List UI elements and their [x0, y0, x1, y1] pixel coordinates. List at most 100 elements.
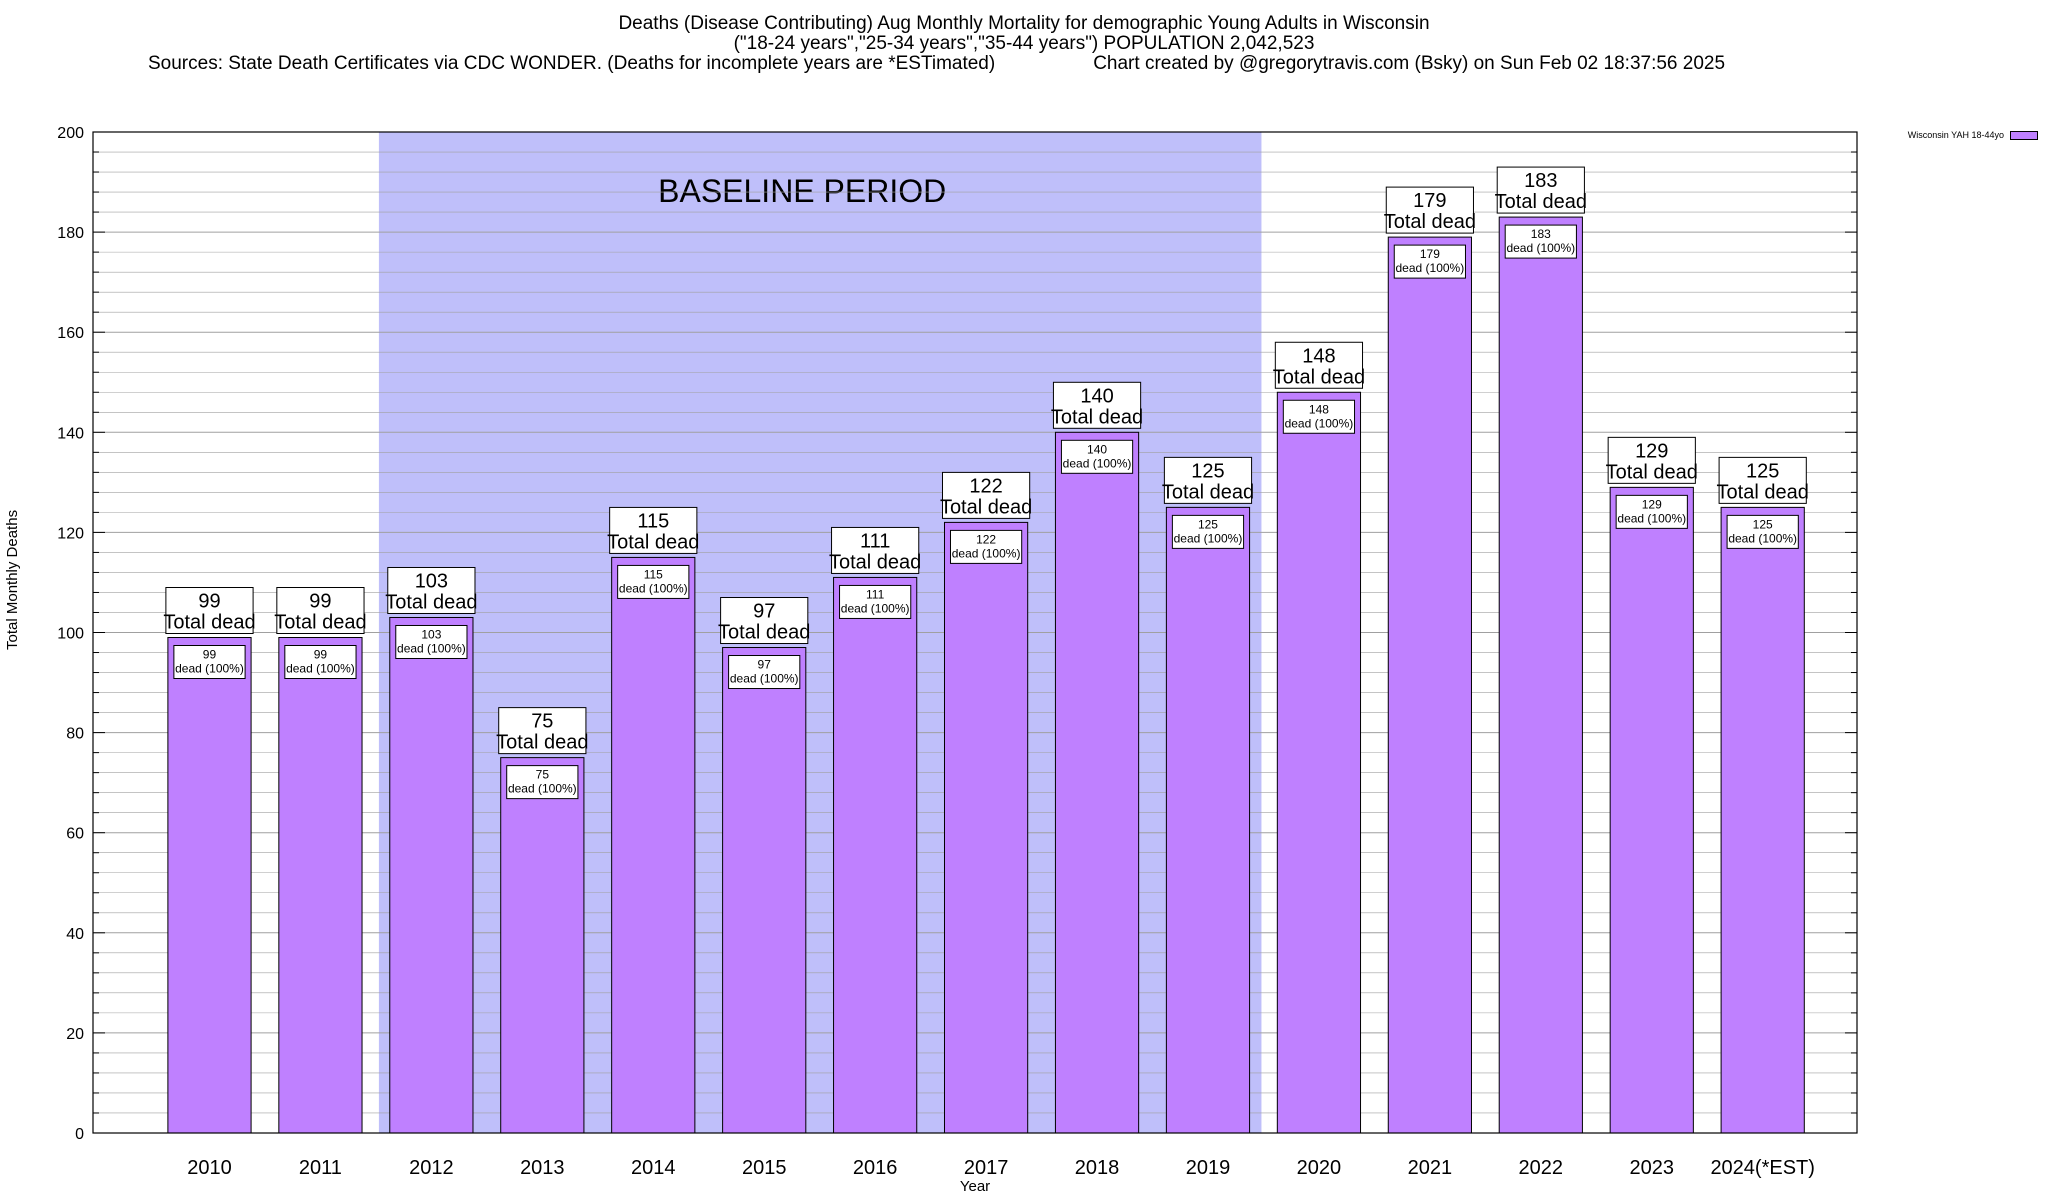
- bar-inner-label: dead (100%): [508, 782, 577, 796]
- legend: Wisconsin YAH 18-44yo: [1908, 130, 2038, 140]
- bar-total-label-box: [1496, 166, 1585, 214]
- bar: [1165, 506, 1251, 1134]
- bar-inner-label-box: [1060, 439, 1134, 474]
- bar-total-value: 148: [1302, 345, 1335, 367]
- bar: [278, 637, 363, 1134]
- y-tick-label: 120: [57, 525, 84, 542]
- bar-total-value: 129: [1635, 440, 1668, 462]
- bar-total-label: Total dead: [1384, 211, 1476, 233]
- bar-total-value: 99: [198, 591, 220, 613]
- bar-total-value: 183: [1524, 170, 1557, 192]
- y-tick-label: 20: [66, 1026, 84, 1043]
- bar-inner-label: dead (100%): [397, 641, 466, 655]
- bar-inner-label-box: [1615, 494, 1688, 529]
- bar-inner-value: 125: [1753, 517, 1773, 531]
- bar-total-label-box: [1052, 381, 1142, 429]
- x-tick-label: 2017: [964, 1157, 1009, 1179]
- bar-total-value: 115: [637, 510, 669, 532]
- bar-total-label: Total dead: [1051, 406, 1143, 428]
- x-tick-label: 2022: [1519, 1157, 1564, 1179]
- bar-total-label: Total dead: [940, 496, 1032, 518]
- bar-total-value: 140: [1080, 385, 1113, 407]
- x-tick-label: 2012: [409, 1157, 454, 1179]
- y-tick-label: 80: [66, 726, 84, 743]
- bar-inner-value: 75: [536, 768, 550, 782]
- bar-inner-label: dead (100%): [1396, 261, 1465, 275]
- y-tick-label: 200: [57, 125, 84, 142]
- bar-inner-label: dead (100%): [1617, 511, 1686, 525]
- bar-inner-label: dead (100%): [841, 601, 910, 615]
- x-axis-label: Year: [959, 1178, 991, 1195]
- bar-total-label: Total dead: [1273, 366, 1365, 388]
- bar-inner-label-box: [1726, 514, 1799, 549]
- y-tick-label: 40: [66, 926, 84, 943]
- y-tick-label: 160: [57, 325, 84, 342]
- bar-total-label: Total dead: [1495, 191, 1587, 213]
- bar-inner-label: dead (100%): [1728, 531, 1797, 545]
- bar-inner-value: 97: [758, 658, 772, 672]
- chart-subtitle: ("18-24 years","25-34 years","35-44 year…: [733, 33, 1315, 54]
- bar-inner-label-box: [395, 624, 468, 659]
- x-tick-label: 2015: [742, 1157, 787, 1179]
- x-tick-label: 2010: [187, 1157, 232, 1179]
- bar: [611, 556, 696, 1134]
- bar-inner-value: 183: [1531, 227, 1551, 241]
- chart-title-block: Deaths (Disease Contributing) Aug Monthl…: [0, 14, 2048, 74]
- y-tick-label: 100: [57, 626, 84, 643]
- bar-inner-label: dead (100%): [619, 581, 688, 595]
- bar-inner-label-box: [1504, 224, 1577, 259]
- bar-inner-label: dead (100%): [952, 546, 1021, 560]
- bar-total-value: 75: [531, 711, 553, 733]
- bar-total-label-box: [831, 526, 920, 574]
- bar-total-label-box: [165, 587, 254, 635]
- bar: [1054, 431, 1140, 1134]
- bar-total-value: 125: [1746, 460, 1779, 482]
- bar-inner-label: dead (100%): [730, 672, 799, 686]
- bar-total-value: 97: [753, 601, 775, 623]
- bar-inner-value: 148: [1309, 402, 1329, 416]
- bar: [1720, 506, 1805, 1134]
- bar-total-value: 122: [969, 475, 1002, 497]
- bar-total-label-box: [1385, 186, 1474, 234]
- bar: [833, 576, 918, 1134]
- bar-total-label-box: [941, 471, 1031, 519]
- legend-swatch: [2010, 130, 2038, 140]
- bar-total-label: Total dead: [607, 531, 699, 553]
- bar-inner-label-box: [173, 645, 246, 680]
- bar: [389, 616, 474, 1134]
- y-tick-label: 0: [75, 1126, 84, 1143]
- bar-total-label: Total dead: [496, 732, 588, 754]
- bar-inner-label-box: [1393, 244, 1466, 279]
- bar-total-label: Total dead: [1606, 461, 1698, 483]
- bar: [943, 521, 1029, 1134]
- bar-inner-value: 129: [1642, 497, 1662, 511]
- bar-inner-label-box: [1171, 514, 1245, 549]
- chart-credit: Chart created by @gregorytravis.com (Bsk…: [1093, 53, 1726, 74]
- bar-inner-label-box: [284, 645, 357, 680]
- bar-total-label: Total dead: [274, 612, 366, 634]
- bar-inner-value: 115: [644, 567, 663, 581]
- bar-total-label: Total dead: [1717, 481, 1809, 503]
- bar-total-label-box: [609, 506, 698, 554]
- bar: [1276, 391, 1362, 1134]
- bar-total-label-box: [498, 707, 587, 755]
- bar-inner-value: 140: [1087, 442, 1107, 456]
- bar-total-label-box: [1163, 456, 1253, 504]
- bar-inner-value: 99: [314, 648, 328, 662]
- x-tick-label: 2024(*EST): [1710, 1157, 1815, 1179]
- bar-total-value: 111: [860, 530, 890, 552]
- bar-inner-label: dead (100%): [175, 662, 244, 676]
- bar-total-label: Total dead: [829, 551, 921, 573]
- bar-inner-label-box: [617, 564, 690, 599]
- x-tick-label: 2020: [1297, 1157, 1342, 1179]
- bar-inner-value: 103: [421, 627, 441, 641]
- x-tick-label: 2013: [520, 1157, 565, 1179]
- bar-total-label-box: [1718, 456, 1807, 504]
- bar-total-label-box: [387, 566, 476, 614]
- x-tick-label: 2019: [1186, 1157, 1231, 1179]
- legend-label: Wisconsin YAH 18-44yo: [1907, 130, 2004, 140]
- bar: [167, 637, 252, 1134]
- bar-total-label-box: [1274, 341, 1364, 389]
- bar-total-value: 125: [1191, 460, 1224, 482]
- bar-inner-label: dead (100%): [1506, 241, 1575, 255]
